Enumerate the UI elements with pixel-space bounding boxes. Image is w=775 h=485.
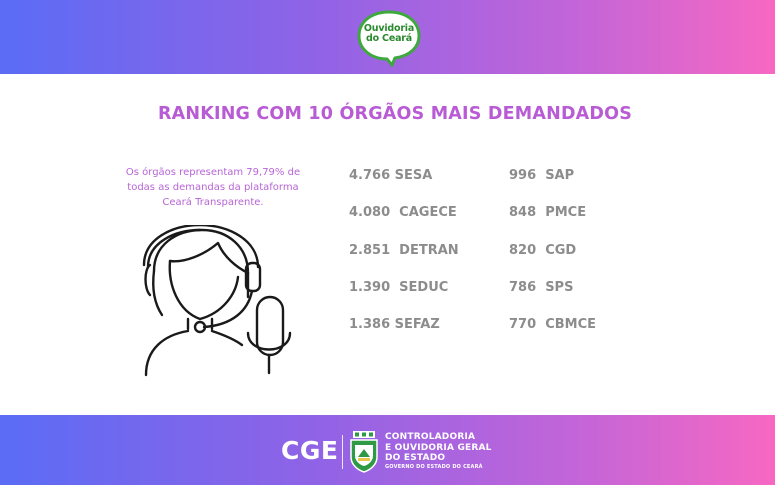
ranking-item: 4.766 SESA (349, 168, 433, 183)
header-banner: Ouvidoria do Ceará (0, 0, 775, 74)
ranking-item: 996 SAP (509, 168, 575, 183)
org-line-3: DO ESTADO (385, 453, 446, 463)
ranking-item: 848 PMCE (509, 205, 587, 221)
logo-line-1: Ouvidoria (363, 23, 415, 34)
ranking-column-2: 996 SAP 848 PMCE 820 CGD 786 SPS 770 CBM… (509, 168, 596, 354)
footer-banner: CGE CONTROLADORIA E OUVIDORIA GERAL DO E… (0, 415, 775, 485)
ranking-item: 786 SPS (509, 279, 574, 295)
organization-name: CONTROLADORIA E OUVIDORIA GERAL DO ESTAD… (385, 432, 492, 464)
description-text: Os órgãos representam 79,79% de todas as… (125, 167, 301, 208)
government-label: GOVERNO DO ESTADO DO CEARÁ (385, 464, 483, 470)
ranking-item: 2.851 DETRAN (349, 242, 459, 258)
footer-divider (342, 435, 343, 469)
ranking-item: 770 CBMCE (509, 317, 596, 333)
ceara-coat-of-arms-icon (349, 431, 379, 478)
cge-logo: CGE (281, 436, 339, 465)
ranking-item: 1.390 SEDUC (349, 279, 449, 295)
org-line-1: CONTROLADORIA (385, 432, 476, 442)
page-title: RANKING COM 10 ÓRGÃOS MAIS DEMANDADOS (157, 104, 633, 124)
ranking-column-1: 4.766 SESA 4.080 CAGECE 2.851 DETRAN 1.3… (349, 168, 459, 354)
logo-text: Ouvidoria do Ceará (360, 24, 418, 44)
speech-bubble-icon (357, 10, 421, 67)
logo-line-2: do Ceará (366, 33, 412, 44)
org-line-2: E OUVIDORIA GERAL (385, 442, 492, 453)
ranking-item: 4.080 CAGECE (349, 205, 457, 221)
ouvidoria-logo: Ouvidoria do Ceará (356, 9, 422, 67)
ranking-item: 1.386 SEFAZ (349, 317, 440, 333)
ranking-item: 820 CGD (509, 242, 577, 258)
call-center-agent-headset-icon (140, 223, 300, 390)
